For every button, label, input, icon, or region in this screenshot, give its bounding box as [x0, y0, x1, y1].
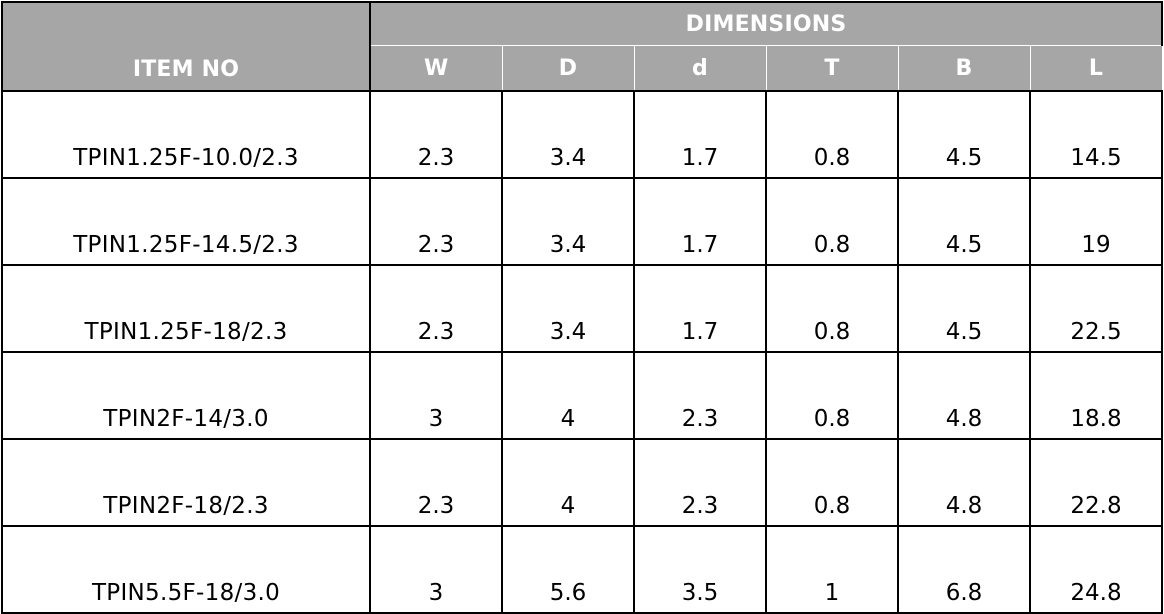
- l-cell: 22.8: [1028, 438, 1164, 527]
- d-upper-cell: 4: [501, 438, 635, 527]
- t-cell: 0.8: [765, 177, 899, 266]
- w-cell: 3: [369, 351, 503, 440]
- d-lower-cell: 2.3: [633, 351, 767, 440]
- item-no-cell: TPIN2F-14/3.0: [1, 351, 371, 440]
- d-upper-cell: 5.6: [501, 525, 635, 614]
- t-cell: 0.8: [765, 90, 899, 179]
- d-lower-cell: 2.3: [633, 438, 767, 527]
- dimensions-header: DIMENSIONS: [368, 1, 1164, 46]
- b-cell: 4.5: [897, 264, 1031, 353]
- b-cell: 4.5: [897, 177, 1031, 266]
- l-cell: 14.5: [1028, 90, 1164, 179]
- item-no-cell: TPIN2F-18/2.3: [1, 438, 371, 527]
- table-row: TPIN2F-18/2.3 2.3 4 2.3 0.8 4.8 22.8: [1, 438, 1164, 527]
- table-row: TPIN1.25F-14.5/2.3 2.3 3.4 1.7 0.8 4.5 1…: [1, 177, 1164, 266]
- w-cell: 3: [369, 525, 503, 614]
- item-no-header: ITEM NO: [1, 1, 371, 92]
- l-cell: 18.8: [1028, 351, 1164, 440]
- item-no-cell: TPIN1.25F-18/2.3: [1, 264, 371, 353]
- d-upper-cell: 3.4: [501, 264, 635, 353]
- d-lower-cell: 1.7: [633, 177, 767, 266]
- w-cell: 2.3: [369, 90, 503, 179]
- table-row: TPIN1.25F-10.0/2.3 2.3 3.4 1.7 0.8 4.5 1…: [1, 90, 1164, 179]
- b-cell: 4.8: [897, 438, 1031, 527]
- table-header: ITEM NO DIMENSIONS W D d T B L: [1, 1, 1164, 92]
- table-row: TPIN5.5F-18/3.0 3 5.6 3.5 1 6.8 24.8: [1, 525, 1164, 614]
- table-row: TPIN2F-14/3.0 3 4 2.3 0.8 4.8 18.8: [1, 351, 1164, 440]
- b-cell: 4.8: [897, 351, 1031, 440]
- d-lower-cell: 1.7: [633, 264, 767, 353]
- item-no-cell: TPIN1.25F-14.5/2.3: [1, 177, 371, 266]
- d-upper-cell: 4: [501, 351, 635, 440]
- item-no-cell: TPIN1.25F-10.0/2.3: [1, 90, 371, 179]
- w-cell: 2.3: [369, 177, 503, 266]
- item-no-cell: TPIN5.5F-18/3.0: [1, 525, 371, 614]
- t-cell: 0.8: [765, 264, 899, 353]
- w-cell: 2.3: [369, 264, 503, 353]
- w-cell: 2.3: [369, 438, 503, 527]
- header-row-group: ITEM NO DIMENSIONS: [1, 1, 1164, 92]
- d-lower-cell: 1.7: [633, 90, 767, 179]
- table-row: TPIN1.25F-18/2.3 2.3 3.4 1.7 0.8 4.5 22.…: [1, 264, 1164, 353]
- l-cell: 22.5: [1028, 264, 1164, 353]
- table-body: TPIN1.25F-10.0/2.3 2.3 3.4 1.7 0.8 4.5 1…: [1, 90, 1164, 614]
- d-upper-cell: 3.4: [501, 177, 635, 266]
- column-header-l: L: [1029, 45, 1163, 92]
- l-cell: 19: [1028, 177, 1164, 266]
- d-lower-cell: 3.5: [633, 525, 767, 614]
- column-header-w: W: [369, 45, 503, 92]
- header-row-columns: W D d T B L: [2, 45, 1163, 92]
- t-cell: 0.8: [765, 438, 899, 527]
- t-cell: 1: [765, 525, 899, 614]
- l-cell: 24.8: [1028, 525, 1164, 614]
- column-header-d-upper: D: [501, 45, 635, 92]
- column-header-b: B: [897, 45, 1031, 92]
- t-cell: 0.8: [765, 351, 899, 440]
- d-upper-cell: 3.4: [501, 90, 635, 179]
- column-header-d-lower: d: [633, 45, 767, 92]
- b-cell: 4.5: [897, 90, 1031, 179]
- column-header-t: T: [765, 45, 899, 92]
- b-cell: 6.8: [897, 525, 1031, 614]
